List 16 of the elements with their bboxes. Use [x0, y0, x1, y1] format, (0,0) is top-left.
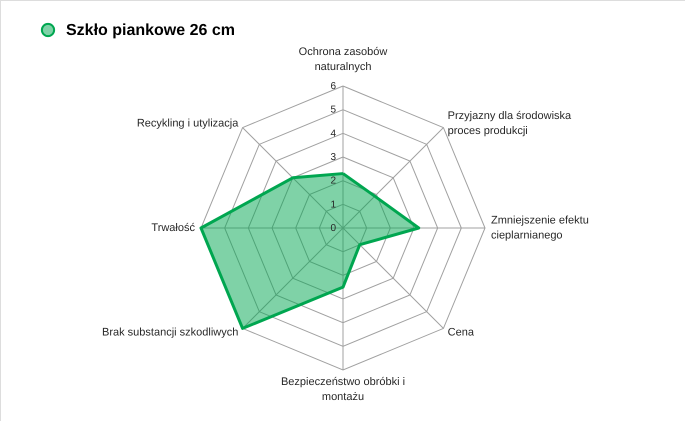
- spoke-label: Trwałość: [151, 222, 196, 234]
- legend-label: Szkło piankowe 26 cm: [66, 22, 235, 39]
- spoke-label: Bezpieczeństwo obróbki i montażu: [280, 376, 406, 403]
- y-tick-label: 4: [330, 128, 336, 140]
- y-tick-label: 1: [330, 199, 336, 210]
- spoke-label: Ochrona zasobów naturalnych: [298, 46, 388, 73]
- y-tick-label: 6: [330, 81, 336, 92]
- y-tick-label: 2: [330, 176, 336, 187]
- spoke-label: Cena: [448, 326, 475, 339]
- y-tick-label: 3: [330, 152, 336, 163]
- y-tick-label: 0: [330, 223, 336, 234]
- spoke-label: Zmniejszenie efektu cieplarnianego: [491, 214, 589, 242]
- spoke-label: Recykling i utylizacja: [136, 117, 240, 130]
- spoke-label: Brak substancji szkodliwych: [102, 326, 238, 339]
- spoke-label: Przyjazny dla środowiska proces produkcji: [448, 110, 572, 137]
- y-tick-label: 5: [330, 104, 336, 116]
